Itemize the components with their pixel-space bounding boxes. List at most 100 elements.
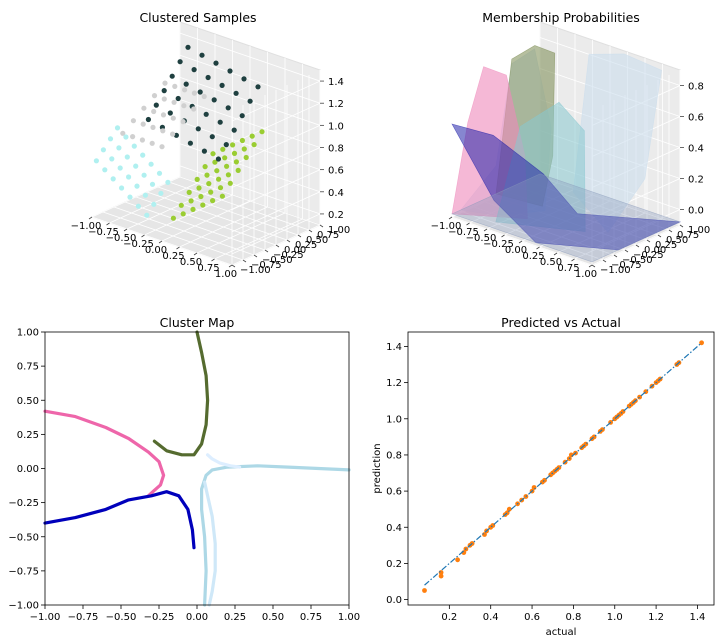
y-tick-label: 0.75: [17, 362, 39, 373]
scatter-point: [220, 146, 226, 152]
panel-clustered-samples: Clustered Samples −1.00 −0.75 −0.50 −0.25 0.…: [0, 0, 360, 300]
scatter-point: [107, 136, 114, 142]
scatter-point: [422, 588, 427, 593]
y-tick-label: 0.25: [295, 240, 317, 251]
y-tick-label: 0.8: [386, 450, 402, 461]
scatter-point: [201, 148, 207, 154]
contour-line: [43, 490, 196, 550]
scatter-point: [191, 90, 197, 96]
x-tick-label: 0.50: [262, 612, 284, 623]
y-tick-label: −0.25: [633, 250, 664, 261]
x-tick: [123, 228, 128, 232]
x-tick-label: 0.75: [300, 612, 322, 623]
x-tick-label: 1.00: [215, 269, 237, 280]
x-tick-label: −0.25: [123, 239, 154, 250]
x-tick-label: 0.2: [441, 612, 457, 623]
scatter-point: [210, 151, 216, 157]
scatter-point: [151, 201, 157, 207]
scatter-point: [222, 155, 228, 161]
chart-predicted-vs-actual: 0.2 0.4 0.6 0.8 1.0 1.2 1.4 0.0 0.2 0.4 0.6 0.8 1.0 1…: [372, 331, 715, 638]
scatter-point: [196, 185, 202, 191]
gridline: [168, 181, 310, 231]
scatter-point: [153, 102, 159, 108]
scatter-point: [139, 137, 145, 143]
scatter-point: [233, 159, 239, 165]
z-tick-label: 1.4: [328, 77, 344, 88]
x-tick-label: 0.75: [197, 263, 219, 274]
y-tick: [602, 259, 607, 263]
x-tick: [518, 240, 523, 244]
z-tick-label: 0.0: [688, 206, 704, 217]
x-tick-label: −0.50: [106, 612, 137, 623]
scatter-point: [100, 147, 106, 153]
panel-predicted-vs-actual: Predicted vs Actual 0.2 0.4 0.6 0.8 1.0 1.2 1.…: [360, 300, 721, 643]
scatter-point: [170, 215, 176, 221]
scatter-point: [159, 144, 165, 150]
scatter-point: [235, 167, 241, 173]
scatter-point: [223, 142, 229, 148]
scatter-point: [227, 68, 233, 74]
scatter-point: [191, 67, 197, 73]
x-tick: [448, 216, 453, 220]
x-tick-label: −0.75: [448, 227, 479, 238]
scatter-point: [126, 174, 132, 180]
x-tick-label: 0.50: [180, 257, 202, 268]
y-tick-label: −0.50: [262, 255, 293, 266]
scatter-point: [219, 193, 225, 199]
x-tick-label: 1.00: [575, 269, 597, 280]
scatter-point: [203, 111, 209, 117]
x-tick-label: −0.75: [68, 612, 99, 623]
scatter-point: [230, 142, 236, 148]
plot-frame: [407, 331, 715, 606]
scatter-point: [255, 84, 261, 90]
scatter-point: [134, 183, 140, 189]
scatter-point: [171, 99, 177, 105]
scatter-point: [145, 116, 151, 123]
z-tick-label: 0.2: [328, 210, 344, 221]
scatter-point: [148, 161, 154, 167]
scatter-point: [208, 189, 214, 195]
z-tick-label: 0.2: [688, 175, 704, 186]
scatter-point: [175, 95, 181, 102]
y-tick-label: −0.25: [8, 498, 39, 509]
y-tick-label: 0.4: [386, 523, 402, 534]
scatter-point: [156, 170, 163, 176]
contour-line: [203, 480, 217, 607]
scatter-point: [195, 126, 201, 132]
x-axis-label: actual: [546, 627, 577, 638]
y-tick-label: 0.25: [655, 240, 677, 251]
x-tick-label: 0.00: [505, 245, 527, 256]
x-tick: [193, 252, 198, 256]
y-tick: [275, 244, 280, 248]
y-tick-label: −0.75: [8, 566, 39, 577]
x-tick-label: 1.2: [648, 612, 664, 623]
chart-title: Predicted vs Actual: [501, 315, 621, 330]
scatter-point: [123, 134, 129, 140]
y-tick-label: −0.25: [273, 250, 304, 261]
surface-floor: [451, 173, 681, 263]
x-tick: [553, 252, 558, 256]
contour-line: [206, 453, 242, 469]
scatter-point: [151, 108, 157, 115]
scatter-point: [170, 115, 176, 121]
scatter-point: [217, 119, 223, 125]
scatter-point: [227, 180, 233, 186]
y-tick: [264, 249, 269, 253]
z-tick-label: 0.6: [688, 113, 704, 124]
scatter-point: [142, 192, 148, 198]
scatter-point: [205, 74, 211, 81]
scatter-point: [109, 156, 115, 162]
x-tick: [588, 264, 593, 268]
z-tick-label: 0.6: [328, 166, 344, 177]
x-tick: [88, 216, 93, 220]
scatter-point: [102, 167, 108, 173]
y-tick-label: −0.50: [622, 255, 653, 266]
y-tick-label: −0.75: [251, 260, 282, 271]
x-tick-label: 0.6: [524, 612, 540, 623]
x-tick-label: −1.00: [71, 221, 102, 232]
x-tick: [228, 264, 233, 268]
x-tick: [106, 222, 110, 226]
scatter-point: [140, 121, 146, 127]
scatter-point: [141, 172, 147, 178]
scatter-point: [188, 198, 194, 204]
